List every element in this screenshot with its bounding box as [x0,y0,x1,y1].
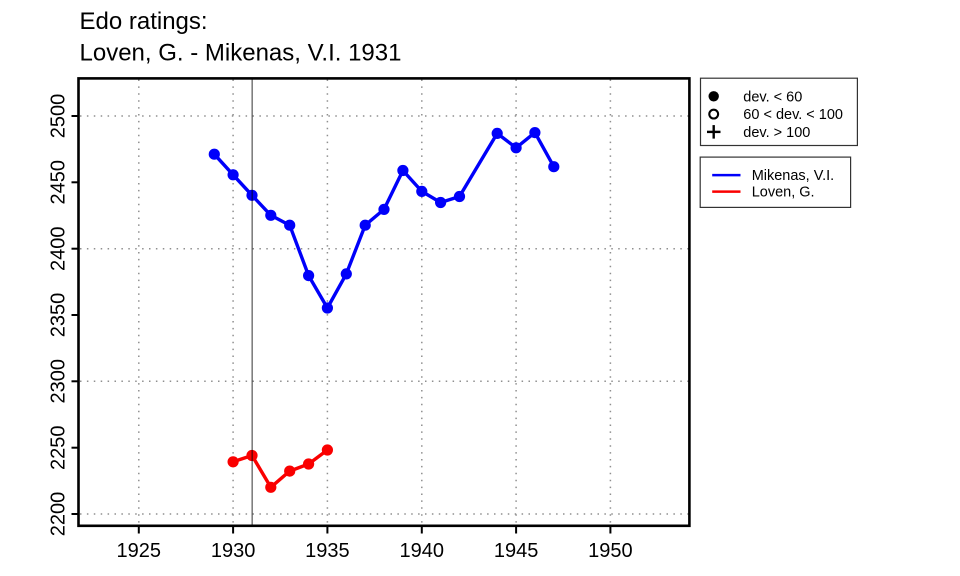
svg-text:1945: 1945 [494,540,539,562]
svg-text:1935: 1935 [305,540,350,562]
svg-text:Loven, G.: Loven, G. [752,184,815,200]
svg-text:dev. < 60: dev. < 60 [743,89,802,105]
svg-text:2300: 2300 [48,359,70,404]
svg-text:1925: 1925 [117,540,162,562]
svg-text:2400: 2400 [48,226,70,271]
svg-text:2350: 2350 [48,293,70,338]
svg-text:Loven, G. - Mikenas, V.I. 1931: Loven, G. - Mikenas, V.I. 1931 [80,39,402,66]
svg-text:1930: 1930 [211,540,256,562]
svg-text:2250: 2250 [48,425,70,470]
svg-text:Mikenas, V.I.: Mikenas, V.I. [752,168,834,184]
svg-text:1950: 1950 [588,540,633,562]
svg-text:1940: 1940 [400,540,445,562]
svg-text:dev. > 100: dev. > 100 [743,125,810,141]
svg-text:2200: 2200 [48,492,70,537]
svg-text:Edo ratings:: Edo ratings: [80,8,208,35]
svg-text:2500: 2500 [48,94,70,139]
svg-text:2450: 2450 [48,160,70,205]
svg-text:60 < dev. < 100: 60 < dev. < 100 [743,107,843,123]
